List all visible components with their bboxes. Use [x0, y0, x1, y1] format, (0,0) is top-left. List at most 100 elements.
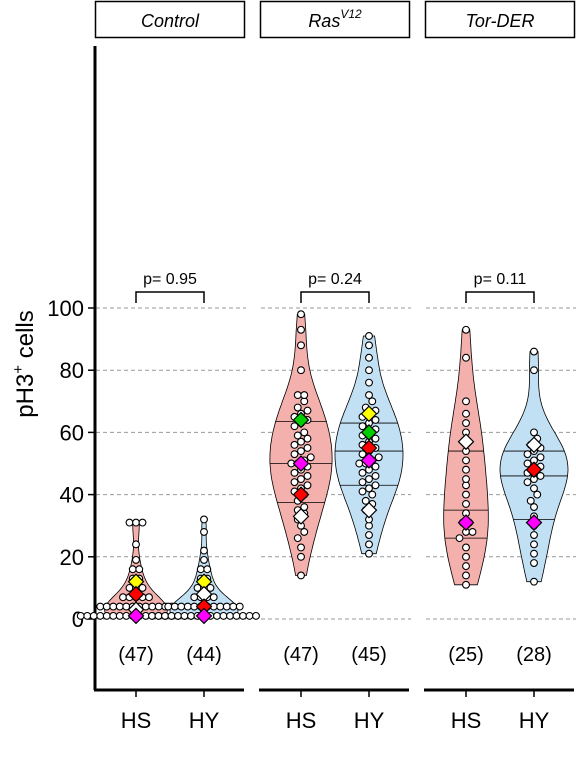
data-point	[365, 540, 373, 549]
data-point	[216, 602, 225, 611]
data-point	[148, 611, 156, 620]
mean-marker	[457, 514, 475, 531]
data-point	[132, 555, 140, 564]
data-point	[306, 453, 315, 462]
data-point	[526, 496, 535, 505]
data-point	[462, 409, 470, 418]
data-point	[229, 602, 238, 611]
data-point	[132, 518, 140, 527]
panel-title-superscript: V12	[340, 7, 362, 21]
data-point	[303, 471, 312, 480]
data-point	[128, 565, 137, 574]
y-tick-label: 40	[60, 483, 84, 508]
data-point	[462, 490, 470, 499]
data-point	[530, 549, 538, 558]
data-point	[200, 546, 208, 555]
data-point	[297, 325, 305, 334]
y-axis-title-superscript: +	[10, 365, 27, 374]
data-point	[365, 531, 373, 539]
p-value-label: p= 0.11	[474, 271, 527, 288]
data-point	[293, 431, 302, 440]
data-point	[170, 602, 179, 611]
data-point	[96, 602, 105, 611]
data-point	[530, 428, 538, 437]
data-point	[245, 611, 254, 620]
sample-size-label: (44)	[186, 644, 222, 666]
data-point	[290, 422, 299, 431]
data-point	[365, 332, 373, 340]
data-point	[102, 611, 111, 620]
mean-marker	[360, 501, 378, 519]
data-point	[371, 481, 380, 490]
panel-strip	[94, 0, 246, 39]
mean-marker	[292, 508, 310, 525]
panel-strip	[424, 0, 576, 39]
data-point	[468, 527, 477, 536]
panel-title: RasV12	[308, 7, 362, 31]
data-point	[209, 593, 218, 602]
data-point	[297, 571, 305, 580]
x-tick-label: HY	[354, 708, 385, 733]
data-point	[455, 534, 464, 543]
data-point	[530, 366, 538, 375]
y-tick-label: 80	[60, 358, 84, 383]
data-point	[135, 565, 144, 574]
data-point	[297, 543, 305, 552]
x-tick-label: HY	[189, 708, 220, 733]
data-point	[303, 444, 312, 452]
data-point	[365, 341, 373, 350]
y-tick-label: 100	[47, 296, 84, 321]
data-point	[180, 611, 189, 620]
data-point	[297, 366, 305, 375]
sample-size-label: (28)	[516, 644, 552, 666]
significance-bracket	[300, 291, 370, 303]
data-point	[303, 434, 312, 443]
data-point	[462, 580, 470, 589]
data-point	[533, 490, 542, 499]
data-point	[368, 397, 377, 406]
mean-marker	[525, 461, 543, 479]
significance-bracket	[465, 291, 535, 303]
panel-title: Control	[141, 11, 200, 31]
data-point	[232, 611, 241, 620]
panel-title-main: Tor-DER	[465, 11, 534, 31]
data-point	[239, 611, 247, 620]
data-point	[358, 478, 367, 487]
data-point	[462, 475, 470, 483]
mean-marker	[292, 486, 310, 503]
mean-marker	[195, 607, 213, 625]
data-point	[115, 611, 124, 620]
data-point	[365, 366, 373, 375]
data-point	[303, 481, 312, 490]
mean-marker	[127, 607, 145, 625]
sample-size-label: (25)	[448, 644, 484, 666]
data-point	[303, 406, 312, 415]
data-point	[462, 499, 470, 508]
data-point	[203, 565, 212, 574]
data-point	[290, 468, 299, 477]
data-point	[371, 416, 380, 424]
data-point	[76, 611, 85, 620]
data-point	[530, 531, 538, 539]
data-point	[365, 475, 373, 483]
data-point	[96, 611, 105, 620]
data-point	[252, 611, 260, 620]
data-point	[154, 611, 163, 620]
mean-marker	[525, 436, 543, 454]
mean-marker	[360, 452, 378, 469]
significance-bracket	[135, 291, 205, 303]
data-point	[536, 471, 545, 480]
x-tick-label: HS	[121, 708, 152, 733]
data-point	[290, 478, 299, 487]
data-point	[109, 602, 118, 611]
panel-title-main: Control	[141, 11, 200, 31]
data-point	[365, 484, 373, 493]
data-point	[365, 378, 373, 387]
data-point	[530, 540, 538, 549]
panel-strip	[259, 0, 411, 39]
data-point	[222, 602, 231, 611]
data-point	[358, 487, 367, 496]
data-point	[365, 353, 373, 362]
data-point	[89, 611, 98, 620]
